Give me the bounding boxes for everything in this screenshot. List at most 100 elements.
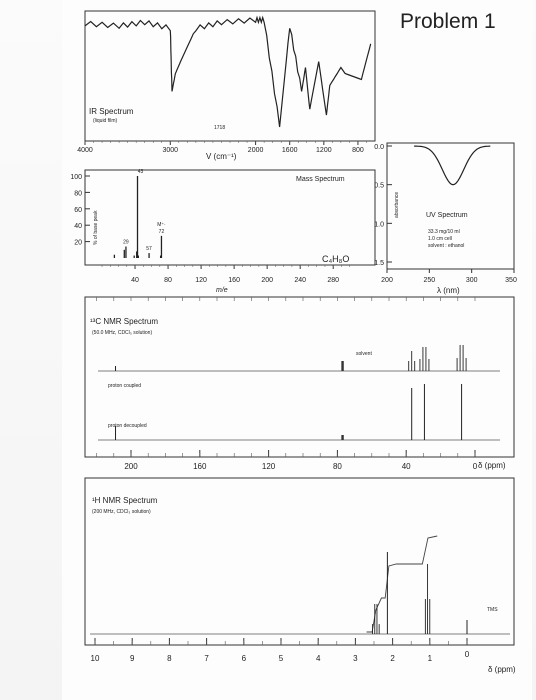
c13-decoupled-solvent-peak xyxy=(341,435,344,440)
mass-peak-label: M⁺· xyxy=(157,222,166,228)
mass-y-label: % of base peak xyxy=(93,210,99,245)
uv-y-tick-label: 0.5 xyxy=(374,183,384,190)
c13-frame xyxy=(84,296,515,458)
ir-x-tick-label: 2000 xyxy=(248,147,264,154)
c13-solvent-peak xyxy=(341,361,344,371)
h1-x-tick-label: 9 xyxy=(130,654,135,663)
uv-y-tick-label: 0.0 xyxy=(374,144,384,151)
uv-x-tick-label: 350 xyxy=(505,277,517,284)
uv-y-tick-label: 1.5 xyxy=(374,260,384,267)
c13-x-label: δ (ppm) xyxy=(478,461,506,470)
mass-panel: 100 80 60 40 20 % of base peak 43 29 57 M⁺·72 M… xyxy=(70,169,376,294)
uv-x-label: λ (nm) xyxy=(437,286,460,295)
ir-frame xyxy=(84,10,376,142)
c13-x-tick-label: 120 xyxy=(262,462,276,471)
c13-subtitle: (50.0 MHz, CDCl₃ solution) xyxy=(92,330,152,336)
c13-x-tick-label: 0 xyxy=(473,462,478,471)
h1-x-tick-label: 8 xyxy=(167,654,172,663)
uv-note-solvent: solvent : ethanol xyxy=(428,243,464,249)
c13-coupled-peaks xyxy=(115,345,467,371)
mass-peak-label: 43 xyxy=(138,169,144,175)
mass-y-ticks: 100 80 60 40 20 xyxy=(70,174,90,247)
h1-x-tick-label: 0 xyxy=(465,650,470,659)
h1-x-tick-label: 2 xyxy=(390,654,395,663)
h1-panel: ¹H NMR Spectrum (200 MHz, CDCl₃ solution… xyxy=(84,477,516,674)
h1-x-tick-label: 4 xyxy=(316,654,321,663)
ir-x-tick-label: 1200 xyxy=(316,147,332,154)
c13-x-tick-label: 200 xyxy=(124,462,138,471)
problem-title: Problem 1 xyxy=(400,10,496,33)
mass-peak-label: 29 xyxy=(123,240,129,246)
ir-panel: IR Spectrum (liquid film) 1718 4000 3000 2… xyxy=(77,10,376,161)
c13-top-ticks xyxy=(96,297,476,301)
ir-x-tick-label: 800 xyxy=(352,147,364,154)
ir-annotation-1718: 1718 xyxy=(214,125,225,131)
uv-x-tick-label: 200 xyxy=(381,277,393,284)
c13-panel: ¹³C NMR Spectrum (50.0 MHz, CDCl₃ soluti… xyxy=(84,296,515,471)
mass-peak-label: 72 xyxy=(159,229,165,235)
mass-y-tick-label: 20 xyxy=(74,240,82,247)
uv-y-ticks: 0.0 0.5 1.0 1.5 xyxy=(374,144,392,267)
uv-spectrum-trace xyxy=(414,145,491,186)
mass-x-tick-label: 80 xyxy=(164,277,172,284)
uv-x-ticks: 200 250 300 350 xyxy=(381,269,517,284)
ir-x-tick-label: 3000 xyxy=(163,147,179,154)
uv-y-tick-label: 1.0 xyxy=(374,221,384,228)
problem-page xyxy=(62,0,532,700)
mass-title: Mass Spectrum xyxy=(296,176,345,183)
mass-bars xyxy=(113,176,163,258)
h1-title: ¹H NMR Spectrum xyxy=(92,496,158,505)
c13-label-decoupled: proton decoupled xyxy=(108,423,147,429)
mass-x-tick-label: 160 xyxy=(228,277,240,284)
uv-panel: 0.0 0.5 1.0 1.5 absorbance UV Spectrum 33.3… xyxy=(374,142,517,295)
mass-y-tick-label: 60 xyxy=(74,207,82,214)
mass-x-label: m/e xyxy=(216,287,228,294)
uv-note-cell: 1.0 cm cell xyxy=(428,236,452,242)
uv-note-concentration: 33.3 mg/10 ml xyxy=(428,229,460,235)
h1-x-tick-label: 6 xyxy=(242,654,247,663)
ir-subtitle: (liquid film) xyxy=(93,118,118,124)
mass-formula: C₄H₈O xyxy=(322,254,349,264)
mass-x-tick-label: 120 xyxy=(195,277,207,284)
c13-title: ¹³C NMR Spectrum xyxy=(90,317,158,326)
mass-y-tick-label: 40 xyxy=(74,223,82,230)
mass-frame xyxy=(84,169,376,266)
mass-y-tick-label: 100 xyxy=(70,174,82,181)
h1-x-tick-label: 5 xyxy=(279,654,284,663)
mass-x-tick-label: 40 xyxy=(131,277,139,284)
h1-x-ticks: 10 9 8 7 6 5 4 3 2 1 0 xyxy=(91,638,470,663)
uv-title: UV Spectrum xyxy=(426,212,468,219)
h1-tms-label: TMS xyxy=(487,607,498,613)
mass-x-tick-label: 280 xyxy=(327,277,339,284)
ir-x-ticks: 4000 3000 2000 1600 1200 800 xyxy=(77,141,367,154)
h1-peaks xyxy=(372,552,468,634)
uv-x-tick-label: 300 xyxy=(466,277,478,284)
uv-frame xyxy=(386,142,515,270)
mass-y-tick-label: 80 xyxy=(74,190,82,197)
c13-x-tick-label: 40 xyxy=(402,462,411,471)
h1-x-tick-label: 3 xyxy=(353,654,358,663)
ir-x-tick-label: 1600 xyxy=(282,147,298,154)
ir-x-label: V (cm⁻¹) xyxy=(206,152,237,161)
h1-subtitle: (200 MHz, CDCl₃ solution) xyxy=(92,509,151,515)
h1-x-tick-label: 1 xyxy=(428,654,433,663)
h1-x-tick-label: 10 xyxy=(91,654,100,663)
ir-x-tick-label: 4000 xyxy=(77,147,93,154)
h1-x-label: δ (ppm) xyxy=(488,665,516,674)
c13-solvent-label: solvent xyxy=(356,351,372,357)
uv-y-label: absorbance xyxy=(394,192,400,218)
h1-x-tick-label: 7 xyxy=(204,654,209,663)
mass-x-tick-label: 200 xyxy=(261,277,273,284)
mass-peak-label: 57 xyxy=(146,246,152,252)
c13-x-tick-label: 160 xyxy=(193,462,207,471)
ir-spectrum-trace xyxy=(84,15,372,128)
mass-x-ticks: 40 80 120 160 200 240 280 xyxy=(101,265,350,284)
mass-x-tick-label: 240 xyxy=(294,277,306,284)
c13-label-coupled: proton coupled xyxy=(108,383,141,389)
c13-x-ticks: 200 160 120 80 40 0 xyxy=(96,450,478,471)
c13-decoupled-peaks xyxy=(115,384,463,440)
uv-x-tick-label: 250 xyxy=(423,277,435,284)
c13-x-tick-label: 80 xyxy=(333,462,342,471)
mass-peak-labels: 43 29 57 M⁺·72 xyxy=(123,169,166,252)
